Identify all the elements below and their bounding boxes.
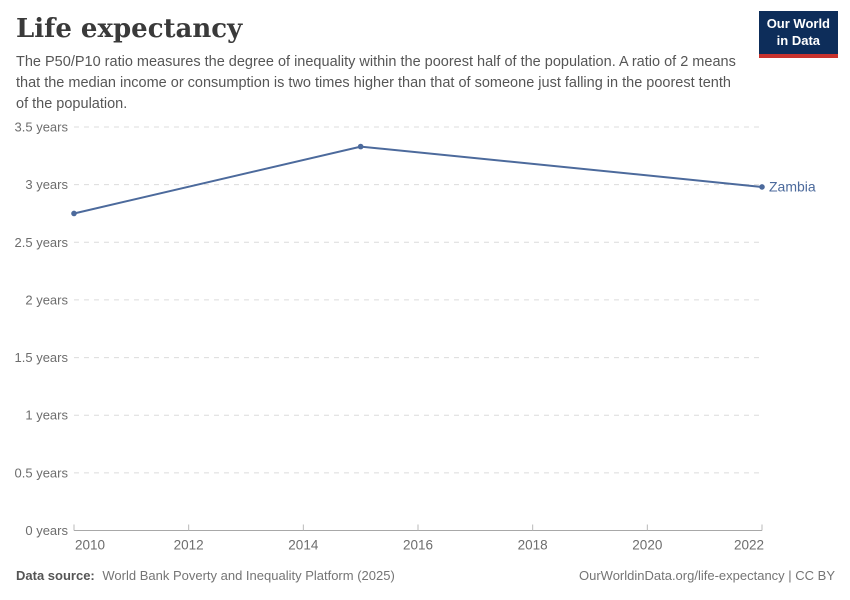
data-point (357, 143, 364, 150)
x-axis-tick-label: 2022 (734, 538, 764, 553)
y-axis-tick-label: 1 years (25, 408, 68, 423)
y-axis-tick-label: 1.5 years (15, 350, 69, 365)
x-axis-tick-label: 2016 (403, 538, 433, 553)
y-axis-tick-label: 3.5 years (15, 120, 69, 135)
series-line-zambia (73, 145, 763, 215)
chart-subtitle: The P50/P10 ratio measures the degree of… (16, 54, 736, 113)
series-label-zambia[interactable]: Zambia (769, 178, 816, 194)
license-link[interactable]: OurWorldinData.org/life-expectancy | CC … (578, 568, 835, 583)
page-title: Life expectancy (16, 14, 243, 44)
x-axis-tick-label: 2020 (632, 538, 662, 553)
datasource: Data source: World Bank Poverty and Ineq… (16, 568, 395, 583)
y-axis-tick-label: 0 years (25, 523, 68, 538)
y-axis-tick-label: 0.5 years (15, 465, 69, 480)
y-axis-tick-label: 3 years (25, 177, 68, 192)
y-axis-tick-label: 2 years (25, 292, 68, 307)
x-axis-tick-label: 2014 (288, 538, 319, 553)
x-axis-tick-label: 2010 (75, 538, 105, 553)
x-axis-tick-label: 2012 (174, 538, 204, 553)
logo-line2: in Data (776, 32, 821, 48)
chart-footer: Data source: World Bank Poverty and Ineq… (16, 568, 835, 583)
y-axis-tick-label: 2.5 years (15, 235, 69, 250)
data-point (759, 184, 765, 190)
datasource-text: World Bank Poverty and Inequality Platfo… (102, 568, 395, 583)
owid-logo[interactable]: Our World in Data (758, 11, 838, 58)
datasource-label: Data source: (16, 568, 95, 583)
data-point (71, 210, 77, 217)
logo-line1: Our World (766, 16, 830, 31)
x-axis-tick-label: 2018 (518, 538, 548, 553)
